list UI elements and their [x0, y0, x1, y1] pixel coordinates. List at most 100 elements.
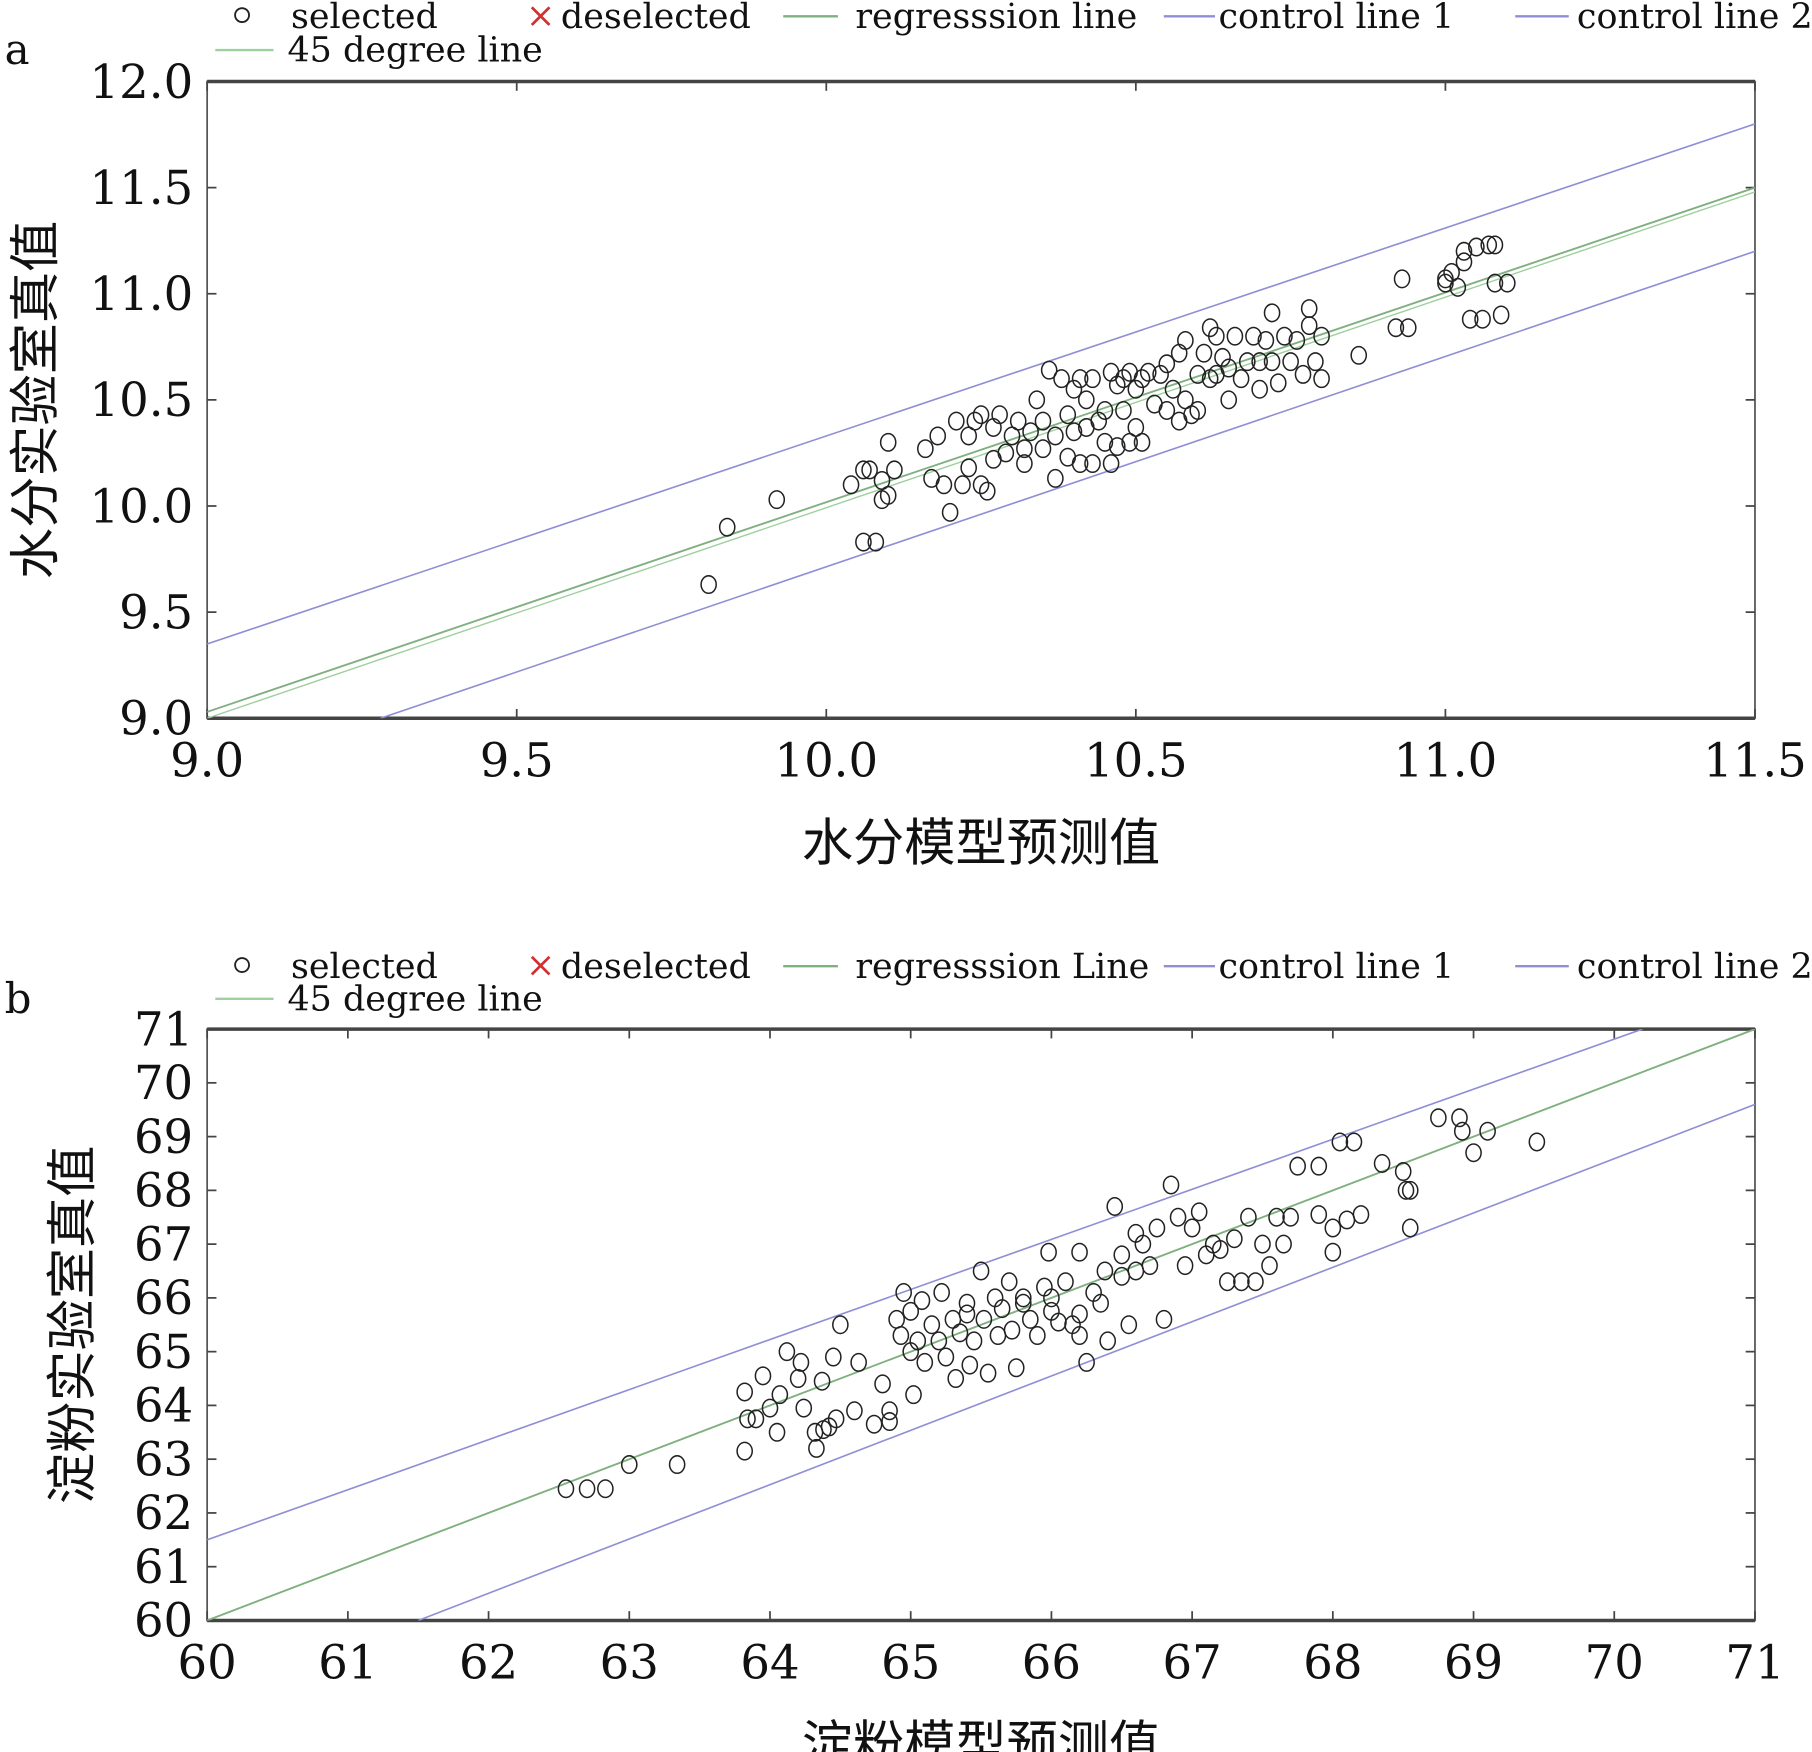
data-point	[1127, 1223, 1145, 1243]
data-point	[1350, 345, 1368, 365]
data-point	[1016, 439, 1033, 459]
data-point	[1240, 1207, 1257, 1227]
data-point	[1397, 1180, 1415, 1200]
data-point	[1102, 454, 1120, 474]
data-point	[824, 1347, 842, 1367]
data-point	[1084, 369, 1101, 389]
data-point	[842, 475, 860, 495]
data-point	[1352, 1205, 1370, 1225]
data-point	[700, 575, 717, 595]
data-point	[1014, 1288, 1032, 1308]
data-point	[923, 1315, 941, 1335]
legend-label-selected: selected	[291, 947, 438, 987]
data-point	[881, 1412, 898, 1432]
legend-marker-selected	[234, 957, 250, 973]
x-tick-label: 63	[600, 1636, 659, 1690]
y-tick-label: 10.0	[90, 479, 194, 533]
x-tick-label: 67	[1163, 1636, 1222, 1690]
data-point	[879, 485, 897, 505]
data-point	[1455, 241, 1473, 261]
data-points	[700, 235, 1516, 595]
data-point	[960, 458, 978, 478]
data-point	[1455, 252, 1473, 272]
y-tick-label: 60	[134, 1594, 193, 1648]
legend: selected × deselected regresssion line contr…	[215, 0, 1812, 71]
y-tick-label: 11.0	[90, 267, 194, 321]
data-point	[1047, 426, 1064, 446]
data-point	[1014, 1293, 1032, 1313]
legend-label-control1: control line 1	[1218, 947, 1454, 987]
data-point	[913, 1291, 931, 1311]
legend-label-control2: control line 2	[1577, 947, 1812, 987]
x-tick-label: 68	[1303, 1636, 1362, 1690]
data-point	[1528, 1132, 1546, 1152]
data-point	[739, 1409, 756, 1429]
data-point	[1177, 330, 1194, 350]
data-point	[1115, 401, 1132, 420]
data-point	[1189, 401, 1207, 420]
data-point	[1465, 1143, 1482, 1163]
y-tick-label: 61	[134, 1540, 193, 1594]
data-point	[1057, 1272, 1074, 1292]
data-point	[768, 1422, 786, 1442]
legend-label-regression: regresssion Line	[855, 947, 1149, 987]
y-tick-label: 10.5	[90, 373, 194, 427]
data-point	[1043, 1288, 1060, 1308]
x-tick-label: 10.0	[774, 733, 878, 787]
data-point	[965, 1331, 983, 1351]
x-tick-label: 62	[459, 1636, 518, 1690]
data-point	[736, 1441, 753, 1461]
legend-marker-deselected: ×	[526, 946, 555, 986]
x-tick-label: 70	[1585, 1636, 1644, 1690]
data-point	[1276, 326, 1293, 346]
data-point	[1183, 1218, 1201, 1238]
data-point	[1449, 277, 1467, 297]
data-point	[1195, 343, 1213, 363]
data-point	[1313, 326, 1330, 346]
data-point	[1288, 330, 1306, 350]
data-point	[620, 1455, 638, 1475]
data-point	[1065, 379, 1083, 399]
data-point	[947, 411, 965, 431]
data-point	[1040, 1242, 1057, 1262]
data-point	[1394, 1162, 1412, 1182]
legend-label-45deg: 45 degree line	[287, 979, 542, 1019]
data-point	[1232, 369, 1250, 389]
data-point	[1047, 468, 1064, 488]
data-point	[1226, 1229, 1243, 1249]
data-point	[1071, 1242, 1088, 1262]
y-tick-label: 63	[134, 1432, 193, 1486]
data-point	[1164, 379, 1182, 399]
data-point	[1158, 354, 1176, 374]
data-point	[832, 1315, 849, 1335]
data-point	[865, 1414, 883, 1434]
data-point	[1120, 1315, 1138, 1335]
plot-frame	[206, 80, 1756, 720]
data-point	[1218, 1272, 1236, 1292]
data-point	[1106, 1197, 1124, 1216]
data-point	[1310, 1156, 1328, 1176]
data-point	[1373, 1153, 1391, 1173]
data-point	[1437, 269, 1454, 289]
data-point	[1486, 235, 1504, 255]
y-tick-label: 9.5	[119, 585, 193, 639]
legend-label-45deg: 45 degree line	[287, 31, 542, 71]
data-point	[929, 426, 947, 446]
y-tick-label: 65	[134, 1325, 193, 1379]
data-point	[1261, 1256, 1278, 1276]
x-tick-label: 11.0	[1394, 733, 1498, 787]
data-point	[1170, 343, 1188, 363]
data-point	[1003, 1320, 1021, 1340]
data-point	[1190, 1202, 1208, 1222]
data-point	[1437, 273, 1454, 293]
data-point	[1233, 1272, 1250, 1292]
data-point	[850, 1352, 867, 1372]
legend: selected × deselected regresssion Line contr…	[215, 946, 1812, 1019]
data-point	[933, 1283, 950, 1302]
data-point	[989, 1326, 1007, 1346]
data-point	[1009, 411, 1027, 431]
data-point	[966, 411, 984, 431]
panel-label: b	[5, 974, 32, 1023]
data-point	[1307, 352, 1324, 372]
data-point	[947, 1369, 965, 1389]
